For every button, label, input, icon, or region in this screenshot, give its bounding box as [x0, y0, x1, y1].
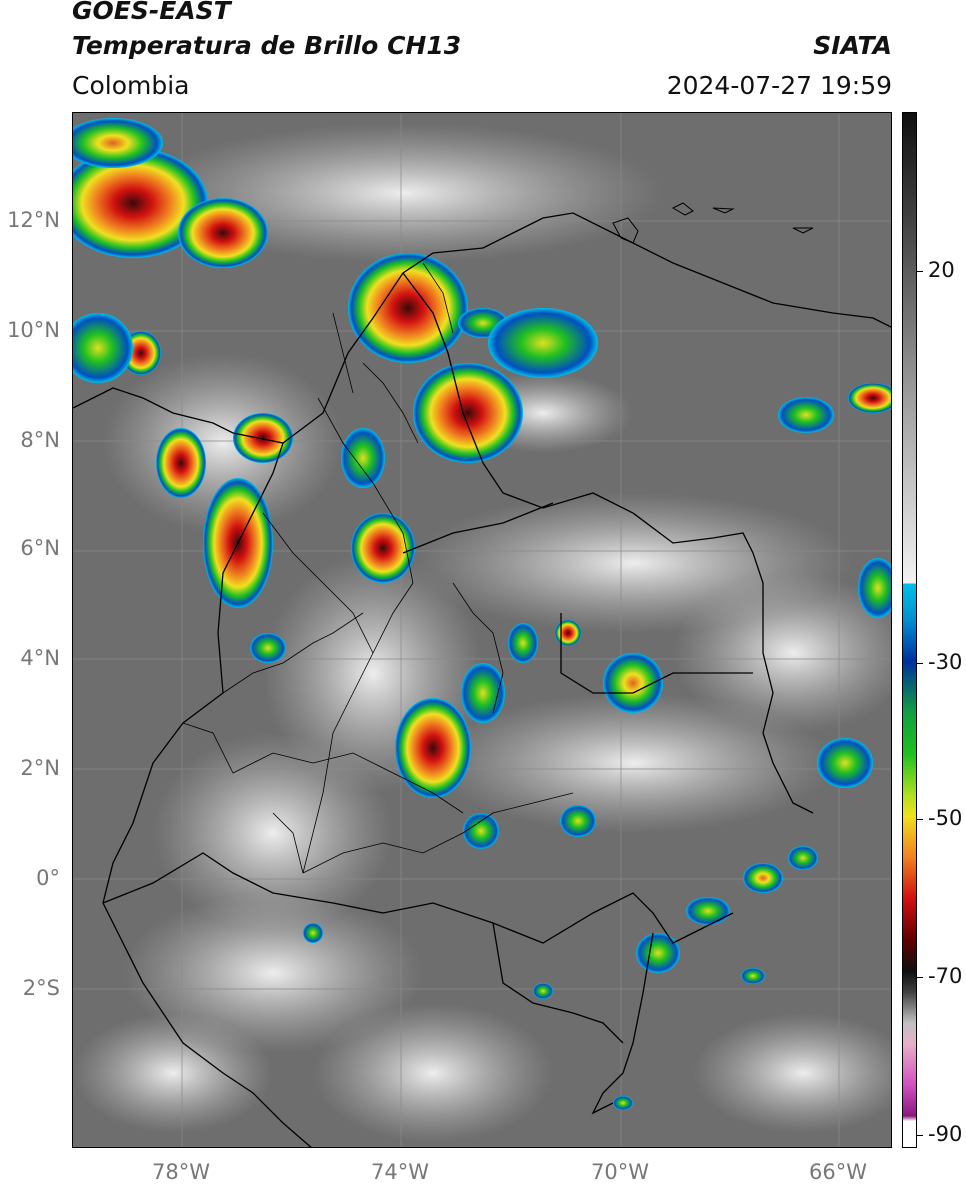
lat-label-0: 0°: [36, 866, 60, 890]
lat-label-12n: 12°N: [7, 208, 60, 232]
colorbar-label-20: 20: [928, 258, 955, 282]
department-borders: [182, 262, 574, 874]
satellite-map[interactable]: [72, 112, 892, 1148]
colorbar-label-minus70: -70: [928, 964, 963, 988]
lat-label-2s: 2°S: [22, 976, 60, 1000]
colorbar-tick-minus30: [917, 663, 923, 664]
datetime-label: 2024-07-27 19:59: [666, 71, 892, 100]
colorbar-label-minus90: -90: [928, 1122, 963, 1146]
lon-label-78w: 78°W: [152, 1160, 210, 1184]
temperature-colorbar: [902, 112, 917, 1148]
lat-label-10n: 10°N: [7, 318, 60, 342]
storm-cells: [73, 118, 891, 1110]
colorbar-tick-20: [917, 271, 923, 272]
title-satellite: GOES-EAST: [72, 0, 231, 25]
colorbar-tick-minus50: [917, 819, 923, 820]
country-borders: [73, 212, 891, 1147]
colorbar-label-minus50: -50: [928, 806, 963, 830]
colorbar-tick-minus90: [917, 1135, 923, 1136]
lat-label-6n: 6°N: [20, 536, 60, 560]
title-product: Temperatura de Brillo CH13: [72, 31, 462, 60]
region-label: Colombia: [72, 71, 190, 100]
colorbar-label-minus30: -30: [928, 650, 963, 674]
colorbar-tick-minus70: [917, 977, 923, 978]
caribbean-islands: [612, 202, 814, 244]
lon-label-70w: 70°W: [591, 1160, 649, 1184]
lat-label-4n: 4°N: [20, 646, 60, 670]
lat-label-2n: 2°N: [20, 756, 60, 780]
source-label: SIATA: [813, 31, 892, 60]
lon-label-66w: 66°W: [809, 1160, 867, 1184]
lat-label-8n: 8°N: [20, 428, 60, 452]
lon-label-74w: 74°W: [371, 1160, 429, 1184]
